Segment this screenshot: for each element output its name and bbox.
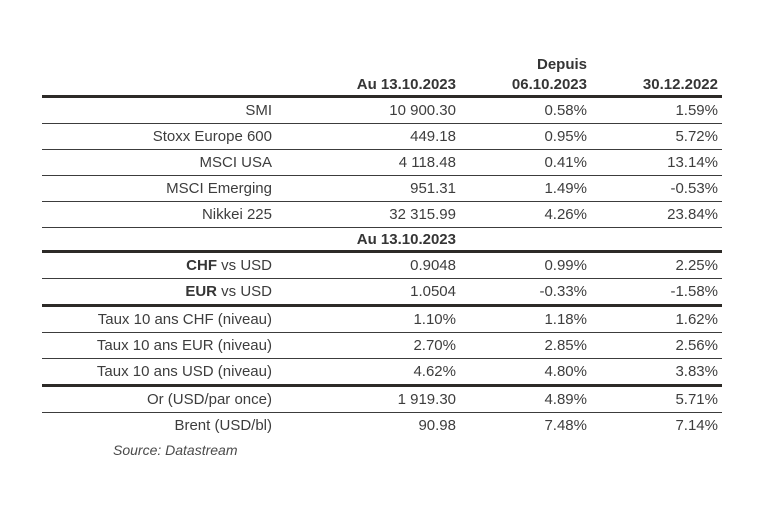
table-row: Or (USD/par once) 1 919.30 4.89% 5.71% — [42, 385, 722, 413]
cell-value: 0.9048 — [272, 251, 457, 279]
cell-value: 32 315.99 — [272, 201, 457, 228]
table-row: SMI 10 900.30 0.58% 1.59% — [42, 96, 722, 124]
cell-change-2: 1.59% — [589, 96, 722, 124]
cell-label: Or (USD/par once) — [42, 385, 272, 413]
cell-value: 2.70% — [272, 332, 457, 359]
table-header-depuis-row: Depuis — [42, 54, 722, 74]
cell-change-1: 4.89% — [457, 385, 589, 413]
cell-value: 90.98 — [418, 417, 456, 434]
cell-change-2: 5.71% — [589, 385, 722, 413]
cell-change-1: 0.58% — [457, 96, 589, 124]
cell-change-1: 0.41% — [457, 149, 589, 176]
cell-value: 1.0504 — [272, 278, 457, 307]
cell-change-2: -0.53% — [589, 175, 722, 202]
cell-change-1: 1.18% — [457, 305, 589, 333]
market-data-table: Depuis Au 13.10.2023 06.10.2023 30.12.20… — [42, 54, 722, 468]
cell-label: Stoxx Europe 600 — [42, 123, 272, 150]
cell-value: 10 900.30 — [272, 96, 457, 124]
header-spacer — [272, 54, 457, 74]
cell-change-2: 5.72% — [589, 123, 722, 150]
subheader-spacer — [42, 227, 272, 253]
cell-change-1: 0.95% — [457, 123, 589, 150]
cell-change-2: 7.14% — [675, 417, 718, 434]
cell-change-2: 1.62% — [589, 305, 722, 333]
cell-label: EUR vs USD — [42, 278, 272, 307]
cell-label: Taux 10 ans CHF (niveau) — [42, 305, 272, 333]
cell-label: MSCI Emerging — [42, 175, 272, 202]
cell-change-2: 3.83% — [589, 358, 722, 387]
currency-pair-suffix: vs USD — [216, 283, 272, 300]
cell-label: CHF vs USD — [42, 251, 272, 279]
subheader-spacer — [457, 227, 589, 253]
table-row: Taux 10 ans USD (niveau) 4.62% 4.80% 3.8… — [42, 358, 722, 387]
cell-change-1: -0.33% — [457, 278, 589, 307]
subheader-date-label: Au 13.10.2023 — [272, 227, 457, 253]
header-spacer — [589, 54, 722, 74]
cell-value: 1.10% — [272, 305, 457, 333]
cell-change-1: 4.80% — [457, 358, 589, 387]
cell-change-2: 13.14% — [589, 149, 722, 176]
source-note: Source: Datastream — [113, 442, 238, 458]
cell-value: 1 919.30 — [272, 385, 457, 413]
table-row: Taux 10 ans CHF (niveau) 1.10% 1.18% 1.6… — [42, 305, 722, 333]
table-row: Taux 10 ans EUR (niveau) 2.70% 2.85% 2.5… — [42, 332, 722, 359]
currency-pair-suffix: vs USD — [216, 257, 272, 274]
table-subheader-row: Au 13.10.2023 — [42, 227, 722, 253]
cell-label: MSCI USA — [42, 149, 272, 176]
cell-label: Taux 10 ans USD (niveau) — [42, 358, 272, 387]
currency-code: CHF — [186, 257, 217, 274]
cell-change-1: 2.85% — [457, 332, 589, 359]
cell-label: Taux 10 ans EUR (niveau) — [42, 332, 272, 359]
cell-value: 4 118.48 — [272, 149, 457, 176]
cell-label: SMI — [42, 96, 272, 124]
cell-change-1: 1.49% — [457, 175, 589, 202]
table-row: Stoxx Europe 600 449.18 0.95% 5.72% — [42, 123, 722, 150]
table-row: MSCI Emerging 951.31 1.49% -0.53% — [42, 175, 722, 202]
cell-label: Brent (USD/bl) — [174, 417, 272, 434]
header-depuis-label: Depuis — [536, 55, 587, 73]
table-row: MSCI USA 4 118.48 0.41% 13.14% — [42, 149, 722, 176]
table-row: EUR vs USD 1.0504 -0.33% -1.58% — [42, 278, 722, 307]
cell-change-2: 2.25% — [589, 251, 722, 279]
table-row: CHF vs USD 0.9048 0.99% 2.25% — [42, 251, 722, 279]
cell-value: 449.18 — [272, 123, 457, 150]
cell-change-2: -1.58% — [589, 278, 722, 307]
cell-value: 951.31 — [272, 175, 457, 202]
header-spacer — [42, 54, 272, 74]
table-row: Nikkei 225 32 315.99 4.26% 23.84% — [42, 201, 722, 228]
cell-change-1: 7.48% — [544, 417, 587, 434]
cell-change-1: 4.26% — [457, 201, 589, 228]
subheader-spacer — [589, 227, 722, 253]
cell-change-1: 0.99% — [457, 251, 589, 279]
source-note-row: Source: Datastream — [42, 438, 722, 468]
header-col-value: Au 13.10.2023 — [272, 74, 457, 98]
cell-change-2: 2.56% — [589, 332, 722, 359]
header-spacer — [42, 74, 272, 98]
table-row: Brent (USD/bl) 90.98 7.48% 7.14% — [42, 413, 722, 439]
currency-code: EUR — [185, 283, 217, 300]
cell-change-2: 23.84% — [589, 201, 722, 228]
cell-value: 4.62% — [272, 358, 457, 387]
table-header-dates-row: Au 13.10.2023 06.10.2023 30.12.2022 — [42, 74, 722, 98]
cell-label: Nikkei 225 — [42, 201, 272, 228]
header-col-change1: 06.10.2023 — [457, 74, 589, 98]
header-col-change2: 30.12.2022 — [589, 74, 722, 98]
